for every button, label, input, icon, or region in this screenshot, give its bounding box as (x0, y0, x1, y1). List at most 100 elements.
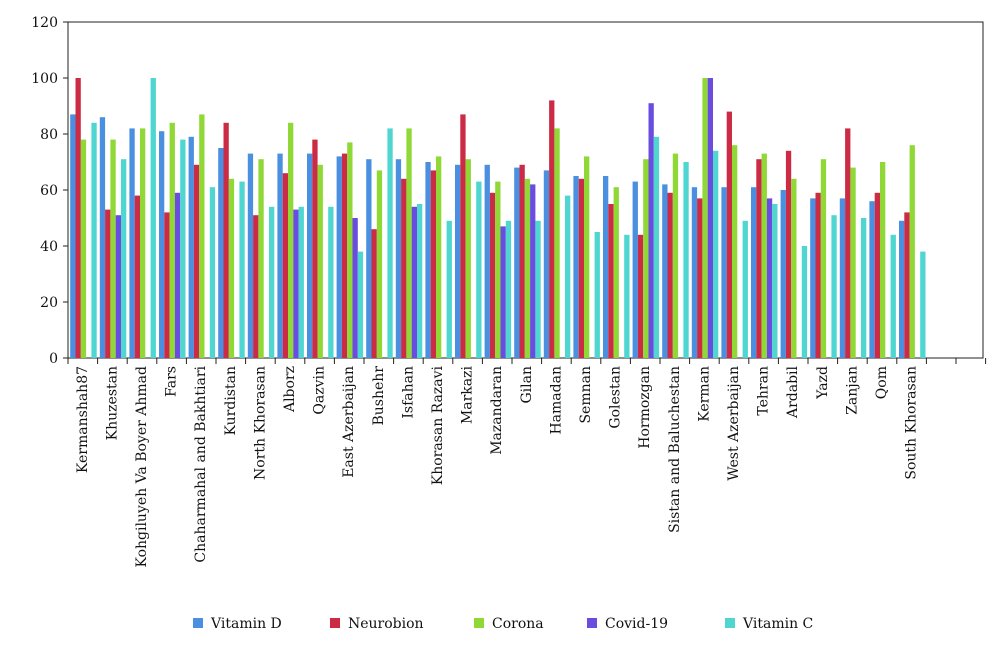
series-corona (80, 78, 915, 359)
x-tick-label: Qom (874, 366, 890, 399)
bar (874, 192, 880, 358)
bar (218, 148, 224, 358)
legend-swatch (587, 618, 597, 628)
bar (624, 234, 630, 358)
bar (75, 78, 81, 358)
bar (742, 220, 748, 358)
y-tick-label: 60 (40, 183, 58, 199)
x-tick-label: Markazi (460, 365, 476, 424)
x-tick-label: Tehran (756, 366, 772, 416)
bar (831, 215, 837, 358)
bar (223, 122, 229, 358)
bar (554, 128, 560, 358)
bar (543, 170, 550, 358)
bar (920, 251, 926, 358)
bar (761, 153, 767, 358)
bar (643, 159, 649, 358)
bar (726, 111, 732, 358)
y-tick-label: 80 (40, 127, 58, 143)
bar (484, 164, 490, 358)
bar (371, 229, 377, 358)
bar (667, 192, 673, 358)
bar (662, 184, 668, 358)
bar (565, 195, 571, 358)
y-tick-label: 40 (40, 239, 58, 255)
bar (425, 162, 431, 358)
bar (476, 181, 482, 358)
x-tick-label: Zanjan (844, 366, 860, 415)
bar (253, 215, 259, 358)
x-tick-label: Golestan (608, 366, 624, 429)
bar (288, 122, 294, 358)
bar (465, 159, 471, 358)
bar (436, 156, 442, 358)
bar (648, 103, 654, 358)
bar (269, 206, 275, 358)
bar (495, 181, 501, 358)
x-axis-ticks: Kermanshah87 Khuzestan Kohgiluyeh Va Boyer… (67, 358, 987, 568)
x-tick-label: Sistan and Baluchestan (667, 366, 683, 533)
x-tick-label: Chaharmahal and Bakhtiari (193, 365, 209, 562)
bar (159, 131, 165, 358)
legend-swatch (330, 618, 340, 628)
bar (549, 100, 555, 359)
x-tick-label: Hamadan (548, 366, 564, 435)
x-tick-label: Hormozgan (637, 366, 653, 449)
bar (880, 162, 886, 358)
bar (387, 128, 393, 358)
bar (298, 206, 304, 358)
bar (500, 226, 506, 358)
y-tick-label: 120 (31, 15, 58, 31)
x-tick-label: Kurdistan (223, 366, 239, 435)
x-tick-label: Yazd (815, 366, 831, 400)
bar (801, 246, 808, 358)
bar (357, 251, 364, 358)
bar (417, 204, 423, 358)
bar (524, 178, 531, 358)
x-tick-label: Gilan (519, 366, 535, 404)
series-vitamin-d (70, 114, 905, 359)
bar (594, 232, 600, 358)
bar (732, 145, 738, 358)
bar (317, 164, 323, 358)
bar (899, 220, 905, 358)
bar (584, 156, 590, 358)
x-tick-label: Kohgiluyeh Va Boyer Ahmad (134, 366, 150, 568)
bar (514, 167, 520, 358)
bar (637, 234, 644, 358)
bar (460, 114, 466, 359)
bar (105, 209, 111, 358)
bar (110, 139, 116, 358)
bar (909, 145, 915, 358)
bar (164, 212, 170, 358)
bar (530, 184, 536, 358)
bar (401, 178, 407, 358)
legend-label: Corona (492, 616, 544, 632)
x-tick-label: Kermanshah87 (75, 366, 91, 473)
bar (810, 198, 816, 358)
bar (277, 153, 283, 358)
legend-swatch (725, 618, 735, 628)
x-tick-label: Mazandaran (489, 366, 505, 455)
bar (70, 114, 76, 359)
bar (707, 78, 713, 358)
bar (411, 206, 417, 358)
bar (519, 164, 525, 358)
bar (890, 234, 896, 358)
bar (713, 150, 719, 358)
bar (376, 170, 383, 358)
bar (791, 178, 797, 358)
bar (293, 209, 299, 358)
bar (702, 78, 708, 358)
bar (780, 190, 786, 358)
bar (489, 192, 496, 358)
bar (603, 176, 609, 358)
bar (845, 128, 851, 358)
bar (341, 153, 348, 358)
bar (608, 204, 614, 358)
bar (683, 162, 689, 358)
legend-label: Neurobion (348, 616, 424, 632)
bar (573, 176, 579, 358)
x-tick-label: Khuzestan (104, 366, 120, 440)
